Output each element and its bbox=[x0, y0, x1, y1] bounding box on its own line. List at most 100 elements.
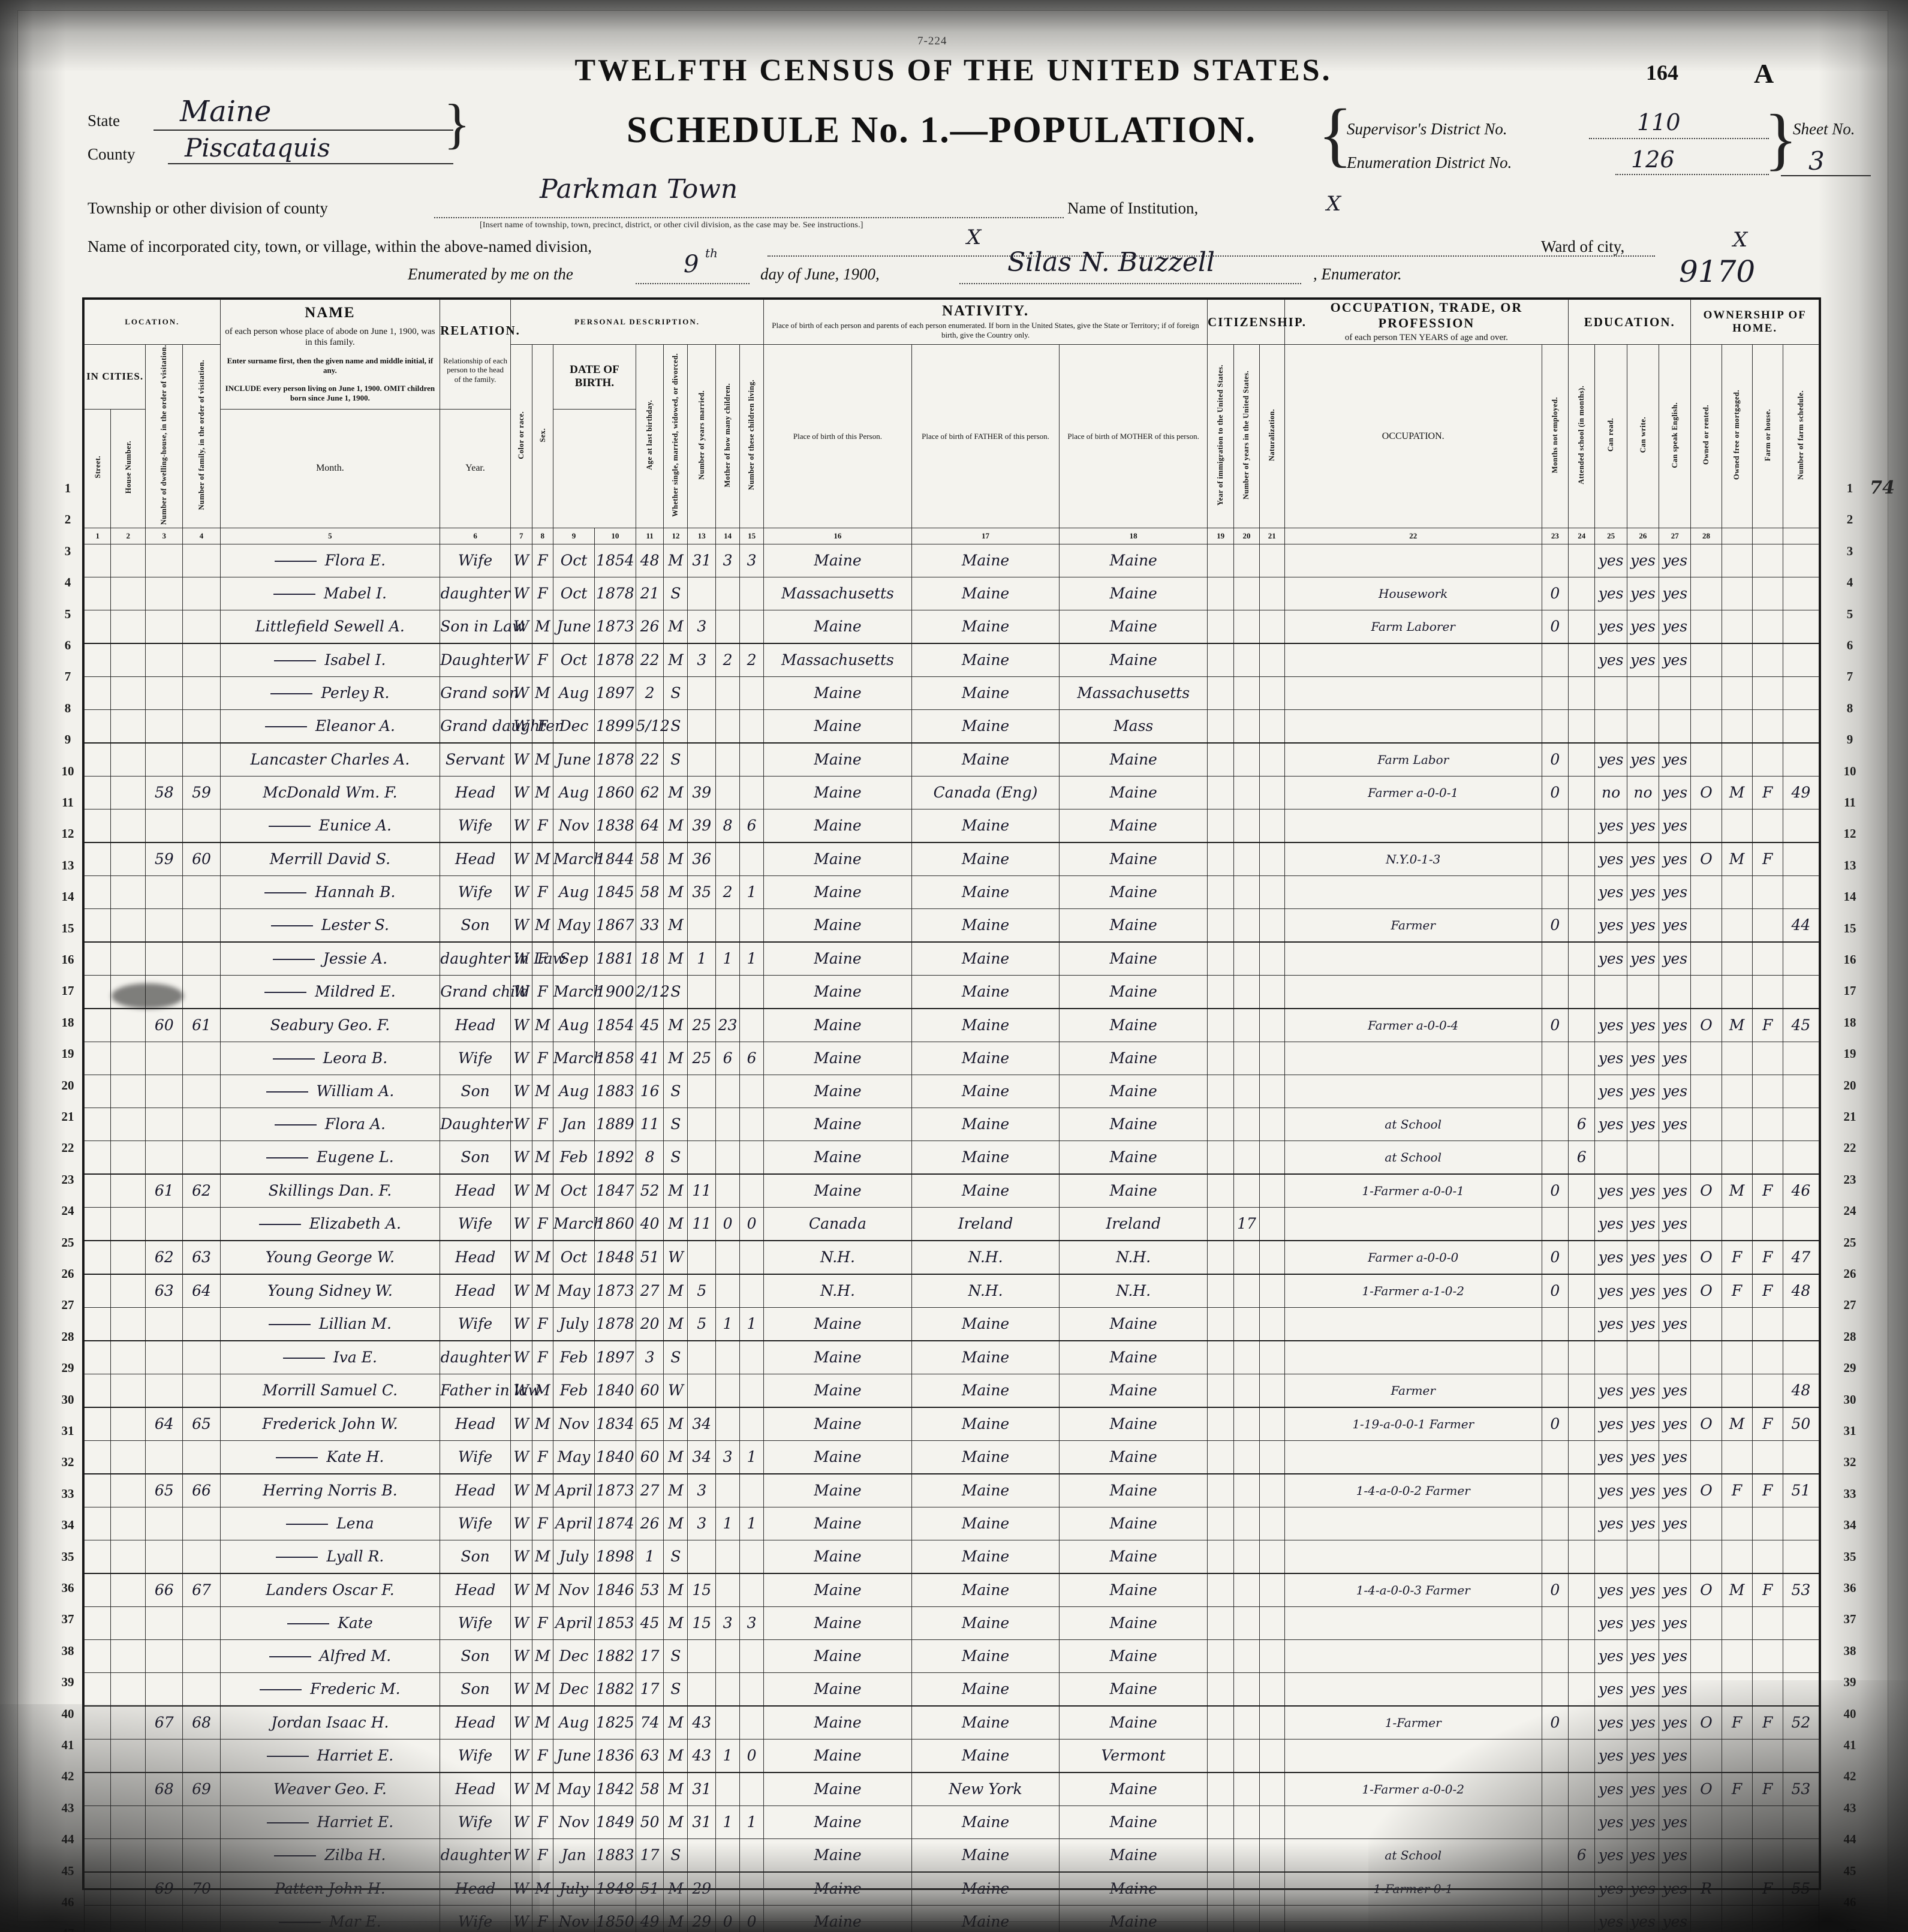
cell-birth-year: 1899 bbox=[594, 709, 636, 744]
cell-attended-school: 6 bbox=[1568, 1107, 1596, 1141]
cell-farm-schedule bbox=[1782, 576, 1820, 610]
column-number: 27 bbox=[1659, 527, 1692, 544]
cell-owned-rented: O bbox=[1690, 1240, 1722, 1275]
cell-dwelling bbox=[145, 1738, 183, 1773]
row-number-left: 9 bbox=[64, 732, 71, 747]
name-text: Hannah B. bbox=[315, 883, 396, 901]
cell-occupation bbox=[1284, 1041, 1542, 1075]
cell-color: W bbox=[510, 1140, 532, 1175]
cell-birthplace-mother: Maine bbox=[1059, 1506, 1208, 1540]
cell-naturalization bbox=[1259, 1838, 1285, 1873]
cell-naturalization bbox=[1259, 1606, 1285, 1640]
cell-family bbox=[182, 1539, 221, 1574]
cell-birth-year: 1849 bbox=[594, 1805, 636, 1839]
table-row: Lillian M. Wife W F July 1878 20 M 5 1 1 Maine Maine… bbox=[83, 1307, 1820, 1341]
cell-birthplace-father: Maine bbox=[911, 1407, 1060, 1441]
cell-can-write: yes bbox=[1626, 1639, 1660, 1673]
cell-dwelling: 62 bbox=[145, 1240, 183, 1275]
cell-naturalization bbox=[1259, 1705, 1285, 1740]
cell-years-in-us bbox=[1233, 1606, 1260, 1640]
cell-farm-schedule bbox=[1782, 1606, 1820, 1640]
cell-immigration-year bbox=[1206, 1672, 1235, 1707]
cell-owned-rented bbox=[1690, 1107, 1722, 1141]
cell-birth-month: June bbox=[553, 609, 595, 644]
cell-relation: Head bbox=[440, 1705, 511, 1740]
table-row: Leora B. Wife W F March 1858 41 M 25 6 6 Maine Maine… bbox=[83, 1041, 1820, 1075]
cell-owned-rented: O bbox=[1690, 1772, 1722, 1806]
cell-years-married: 39 bbox=[687, 808, 717, 843]
cell-naturalization bbox=[1259, 1008, 1285, 1042]
name-text: Harriet E. bbox=[317, 1813, 394, 1831]
col-street-head: Street. bbox=[83, 408, 112, 528]
ditto-dash bbox=[273, 594, 315, 595]
cell-months-not-employed: 0 bbox=[1541, 1573, 1569, 1607]
cell-farm-schedule bbox=[1782, 974, 1820, 1009]
row-number-left: 45 bbox=[61, 1863, 74, 1878]
cell-street bbox=[83, 1240, 112, 1275]
cell-attended-school bbox=[1568, 1772, 1596, 1806]
cell-farm-schedule: 47 bbox=[1782, 1240, 1820, 1275]
cell-birthplace-mother: Maine bbox=[1059, 941, 1208, 976]
cell-birth-year: 1846 bbox=[594, 1573, 636, 1607]
cell-years-in-us bbox=[1233, 1672, 1260, 1707]
cell-birthplace-father: N.H. bbox=[911, 1274, 1060, 1308]
cell-years-married bbox=[687, 1639, 717, 1673]
cell-birth-month: Oct bbox=[553, 576, 595, 610]
cell-years-in-us bbox=[1233, 1008, 1260, 1042]
row-number-right: 44 bbox=[1843, 1832, 1856, 1847]
cell-attended-school bbox=[1568, 1606, 1596, 1640]
cell-color: W bbox=[510, 1041, 532, 1075]
cell-family bbox=[182, 908, 221, 943]
ditto-dash bbox=[286, 1524, 329, 1525]
column-number: 4 bbox=[182, 527, 221, 544]
cell-color: W bbox=[510, 941, 532, 976]
cell-mother-children: 0 bbox=[715, 1904, 741, 1932]
cell-birth-month: Dec bbox=[553, 1672, 595, 1707]
col-dwelling-label: Number of dwelling-house, in the order o… bbox=[159, 345, 168, 525]
ditto-dash bbox=[266, 1756, 309, 1758]
cell-children-living bbox=[739, 775, 765, 809]
cell-naturalization bbox=[1259, 842, 1285, 876]
cell-relation: Wife bbox=[440, 1738, 511, 1773]
col-farm-schedule-head: Number of farm schedule. bbox=[1782, 344, 1820, 528]
cell-occupation bbox=[1284, 1506, 1542, 1540]
cell-birth-month: Jan bbox=[553, 1107, 595, 1141]
row-number-left: 40 bbox=[61, 1706, 74, 1721]
cell-color: W bbox=[510, 576, 532, 610]
column-number-row: 1 2 3 4 5 6 7 8 9 10 11 12 13 14 15 16 17 18 19 20 21 22 23 24 2… bbox=[83, 527, 1820, 544]
cell-attended-school bbox=[1568, 1506, 1596, 1540]
cell-naturalization bbox=[1259, 609, 1285, 644]
cell-farm-schedule bbox=[1782, 875, 1820, 909]
cell-years-in-us bbox=[1233, 742, 1260, 777]
cell-marital: S bbox=[663, 742, 688, 777]
col-dob-head: DATE OF BIRTH. bbox=[553, 344, 636, 410]
table-row: Eunice A. Wife W F Nov 1838 64 M 39 8 6 Maine Maine M… bbox=[83, 808, 1820, 843]
cell-can-write: yes bbox=[1626, 543, 1660, 577]
row-number-left: 20 bbox=[61, 1078, 74, 1093]
cell-can-read bbox=[1594, 1140, 1627, 1175]
name-text: Flora A. bbox=[324, 1115, 386, 1133]
name-text: William A. bbox=[316, 1082, 395, 1100]
cell-can-speak: yes bbox=[1659, 1606, 1692, 1640]
cell-family bbox=[182, 1838, 221, 1873]
cell-birth-month: Nov bbox=[553, 1805, 595, 1839]
cell-name: McDonald Wm. F. bbox=[219, 775, 441, 809]
cell-years-married: 3 bbox=[687, 1506, 717, 1540]
cell-name: Alfred M. bbox=[219, 1639, 441, 1673]
cell-birthplace-person: Maine bbox=[763, 609, 912, 644]
cell-street bbox=[83, 742, 112, 777]
row-number-right: 36 bbox=[1843, 1581, 1856, 1595]
cell-birth-month: Aug bbox=[553, 1008, 595, 1042]
cell-street bbox=[83, 1407, 112, 1441]
cell-years-married: 3 bbox=[687, 1473, 717, 1507]
group-citizenship: CITIZENSHIP. bbox=[1206, 299, 1305, 345]
col-free-mortgaged-label: Owned free or mortgaged. bbox=[1732, 390, 1741, 480]
cell-birthplace-person: Canada bbox=[763, 1206, 912, 1241]
cell-sex: F bbox=[531, 1838, 554, 1873]
cell-can-write: yes bbox=[1626, 1738, 1660, 1773]
cell-marital: M bbox=[663, 775, 688, 809]
row-number-left: 14 bbox=[61, 889, 74, 904]
cell-dwelling bbox=[145, 808, 183, 843]
cell-immigration-year bbox=[1206, 1274, 1235, 1308]
row-number-left: 2 bbox=[64, 512, 71, 527]
